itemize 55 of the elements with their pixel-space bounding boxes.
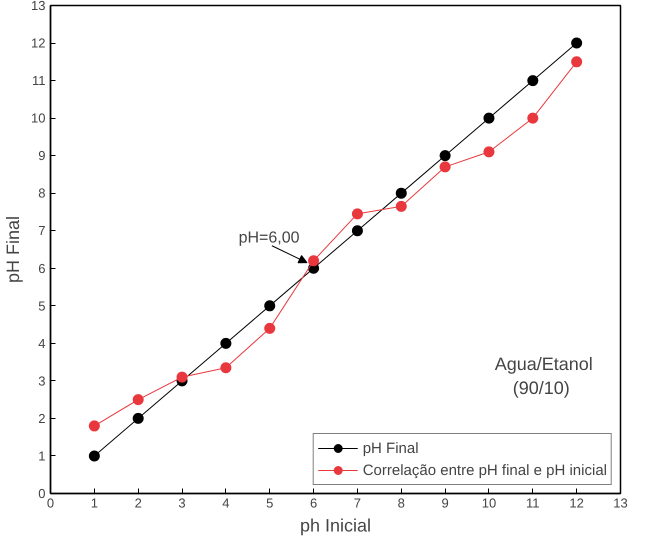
point: [483, 146, 494, 158]
x-tick-label: 3: [178, 496, 186, 510]
y-tick-label: 6: [38, 260, 46, 276]
x-tick-label: 6: [310, 496, 318, 510]
x-tick-label: 2: [134, 496, 142, 510]
point: [132, 394, 144, 406]
x-tick-label: 7: [354, 496, 362, 510]
y-tick-label: 0: [38, 486, 46, 501]
y-tick-label: 13: [31, 0, 46, 13]
y-tick-label: 7: [38, 223, 46, 238]
point: [352, 225, 363, 236]
annotation: Agua/Etanol (90/10): [494, 354, 593, 398]
point: [220, 338, 232, 349]
point: [220, 362, 232, 374]
point: [571, 56, 582, 68]
x-tick-label: 1: [90, 496, 98, 510]
point: [88, 450, 100, 462]
y-tick-label: 12: [31, 36, 46, 51]
x-tick-label: 8: [398, 496, 405, 510]
y-tick-label: 8: [38, 186, 46, 201]
x-tick-label: 11: [526, 496, 540, 510]
point: [527, 112, 538, 124]
y-tick-label: 9: [38, 148, 46, 164]
x-tick-label: 13: [613, 496, 628, 510]
point: [396, 200, 407, 212]
point: [571, 38, 582, 49]
x-tick-label: 9: [442, 496, 449, 510]
x-tick-label: 5: [266, 496, 274, 510]
annotation: pH=6,00: [238, 229, 300, 246]
point: [440, 150, 451, 162]
point: [264, 300, 276, 312]
x-tick-label: 12: [569, 496, 584, 510]
point: [396, 188, 407, 199]
point: [264, 322, 276, 334]
legend-label: pH Final: [362, 440, 419, 456]
point: [352, 208, 363, 220]
point: [132, 412, 144, 424]
x-axis-title: ph Inicial: [300, 516, 372, 536]
point: [440, 161, 451, 172]
y-tick-label: 10: [31, 110, 46, 126]
legend-label: Correlação entre pH final e pH inicial: [362, 462, 607, 478]
y-tick-label: 2: [38, 410, 46, 426]
x-tick-label: 4: [222, 496, 230, 510]
point: [308, 255, 320, 266]
y-tick-label: 3: [38, 373, 46, 388]
point: [176, 372, 188, 383]
point: [483, 112, 494, 124]
x-tick-label: 10: [482, 496, 496, 510]
y-tick-label: 5: [38, 298, 46, 314]
y-tick-label: 4: [38, 336, 46, 351]
point: [527, 75, 538, 86]
y-tick-label: 11: [32, 73, 46, 88]
y-axis-title: pH Final: [3, 216, 24, 284]
point: [88, 420, 100, 432]
y-tick-label: 1: [38, 448, 46, 464]
